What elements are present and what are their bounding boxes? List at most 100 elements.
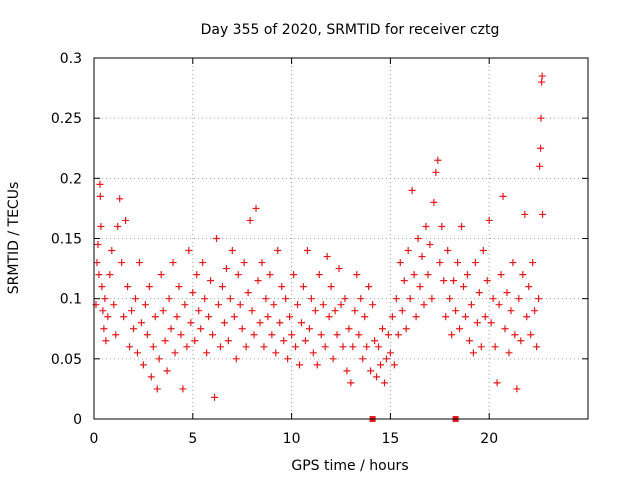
data-point bbox=[400, 277, 408, 285]
data-point bbox=[420, 301, 428, 309]
data-point bbox=[483, 277, 491, 285]
data-point bbox=[173, 313, 181, 321]
data-point bbox=[349, 343, 357, 351]
chart-title: Day 355 of 2020, SRMTID for receiver czt… bbox=[201, 22, 500, 38]
data-point bbox=[128, 307, 136, 315]
data-point bbox=[319, 301, 327, 309]
data-point bbox=[143, 331, 151, 339]
y-tick-label: 0.1 bbox=[60, 292, 82, 308]
data-point bbox=[234, 271, 242, 279]
data-point bbox=[343, 367, 351, 375]
data-point bbox=[537, 144, 545, 152]
x-tick-label: 20 bbox=[480, 431, 498, 447]
data-point bbox=[203, 349, 211, 357]
data-point bbox=[213, 235, 221, 242]
data-point bbox=[175, 283, 183, 291]
data-point bbox=[487, 319, 495, 327]
data-point bbox=[282, 295, 290, 303]
data-point bbox=[378, 325, 386, 333]
data-point bbox=[272, 349, 280, 357]
data-point bbox=[538, 72, 546, 80]
data-point bbox=[454, 259, 462, 267]
data-point bbox=[357, 295, 365, 303]
y-tick-label: 0 bbox=[73, 412, 82, 428]
data-point bbox=[396, 259, 404, 267]
data-point bbox=[216, 343, 224, 351]
data-point bbox=[94, 241, 102, 249]
data-point bbox=[278, 283, 286, 291]
y-tick-label: 0.05 bbox=[51, 352, 82, 368]
data-point bbox=[489, 295, 497, 303]
data-point bbox=[246, 216, 254, 224]
data-point bbox=[382, 355, 390, 363]
data-point bbox=[365, 283, 373, 291]
data-point bbox=[398, 307, 406, 315]
data-point bbox=[157, 271, 165, 279]
data-point bbox=[169, 259, 177, 267]
data-point bbox=[388, 313, 396, 321]
data-point bbox=[264, 313, 272, 321]
data-point bbox=[201, 295, 209, 303]
x-tick-label: 10 bbox=[283, 431, 301, 447]
data-point bbox=[179, 385, 187, 393]
data-point bbox=[238, 325, 246, 333]
data-point bbox=[327, 283, 335, 291]
data-point bbox=[503, 289, 511, 297]
x-axis-label: GPS time / hours bbox=[291, 458, 408, 474]
data-point bbox=[311, 307, 319, 315]
data-point bbox=[288, 331, 296, 339]
data-point bbox=[276, 319, 284, 327]
data-point bbox=[539, 210, 547, 218]
data-point bbox=[408, 186, 416, 194]
data-point bbox=[230, 313, 238, 321]
data-point bbox=[509, 259, 517, 267]
data-point bbox=[171, 349, 179, 357]
data-point bbox=[511, 331, 519, 339]
data-point bbox=[390, 361, 398, 369]
data-point bbox=[442, 313, 450, 321]
data-point bbox=[297, 319, 305, 327]
data-point bbox=[323, 253, 331, 261]
data-point bbox=[448, 331, 456, 339]
data-point bbox=[185, 247, 193, 255]
data-point bbox=[519, 271, 527, 279]
data-point bbox=[375, 343, 383, 351]
data-point bbox=[181, 301, 189, 309]
data-point bbox=[280, 337, 288, 345]
data-point bbox=[242, 343, 250, 351]
data-point bbox=[430, 198, 438, 206]
data-point bbox=[228, 247, 236, 255]
data-point bbox=[220, 319, 228, 327]
data-point bbox=[471, 259, 479, 267]
data-point bbox=[359, 355, 367, 363]
data-point bbox=[104, 313, 112, 321]
ticks-layer bbox=[93, 57, 588, 420]
data-point bbox=[305, 325, 313, 333]
data-point bbox=[252, 204, 260, 212]
data-point bbox=[347, 379, 355, 387]
data-point bbox=[493, 379, 501, 387]
data-point bbox=[165, 295, 173, 303]
data-point bbox=[97, 222, 105, 230]
data-point bbox=[531, 307, 539, 315]
data-point bbox=[290, 271, 298, 279]
data-point bbox=[232, 355, 240, 363]
data-point bbox=[163, 367, 171, 375]
data-point bbox=[537, 114, 545, 122]
data-point bbox=[313, 361, 321, 369]
data-point bbox=[475, 289, 483, 297]
data-point bbox=[345, 325, 353, 333]
data-point bbox=[161, 337, 169, 345]
data-point bbox=[491, 343, 499, 351]
data-point bbox=[523, 313, 531, 321]
data-point bbox=[183, 343, 191, 351]
data-point bbox=[254, 277, 262, 285]
data-point bbox=[331, 307, 339, 315]
data-point bbox=[361, 313, 369, 321]
data-point bbox=[469, 349, 477, 357]
data-points-layer bbox=[92, 72, 547, 401]
data-point bbox=[414, 235, 422, 242]
data-point bbox=[268, 331, 276, 339]
data-point bbox=[351, 307, 359, 315]
